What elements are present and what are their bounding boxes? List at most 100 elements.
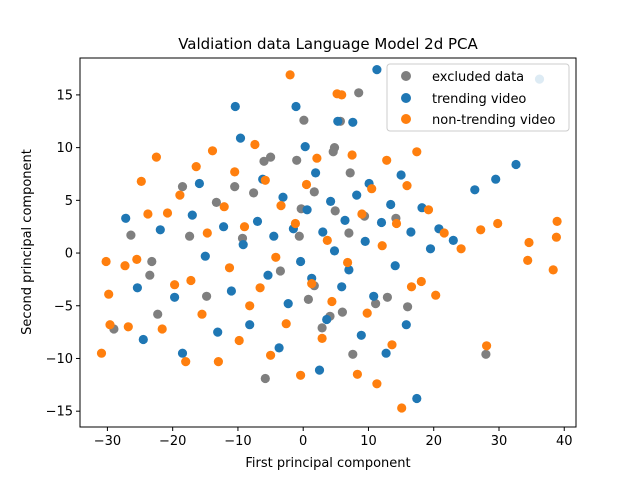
point-excluded-data (344, 228, 354, 238)
point-trending-video (200, 251, 210, 261)
point-excluded-data (202, 291, 212, 301)
point-trending-video (369, 291, 379, 301)
point-trending-video (329, 246, 340, 256)
point-trending-video (352, 190, 362, 200)
point-non-trending-video (281, 319, 291, 329)
point-non-trending-video (175, 190, 185, 200)
point-non-trending-video (271, 252, 281, 262)
point-trending-video (344, 265, 354, 275)
point-non-trending-video (548, 265, 558, 275)
point-non-trending-video (307, 279, 317, 289)
point-trending-video (360, 236, 370, 246)
point-non-trending-video (352, 369, 362, 379)
point-non-trending-video (322, 235, 332, 245)
point-trending-video (401, 320, 411, 330)
point-trending-video (318, 227, 328, 237)
point-trending-video (326, 196, 336, 206)
point-non-trending-video (337, 90, 347, 100)
point-trending-video (177, 348, 188, 358)
point-non-trending-video (312, 153, 322, 163)
point-trending-video (283, 299, 293, 309)
point-non-trending-video (285, 70, 295, 80)
point-non-trending-video (136, 176, 146, 186)
x-tick-label: 0 (299, 434, 307, 449)
y-tick-label: 0 (65, 247, 73, 262)
x-tick-label: 30 (491, 434, 508, 449)
point-non-trending-video (260, 175, 270, 185)
point-trending-video (238, 240, 248, 250)
x-tick-label: −20 (159, 434, 186, 449)
legend-label-excluded-data: excluded data (432, 70, 524, 85)
point-trending-video (291, 101, 301, 112)
point-trending-video (322, 314, 332, 325)
x-axis-ticks: −30 −20 −10 0 10 20 30 40 (94, 427, 573, 449)
point-trending-video (390, 261, 400, 271)
plot-frame (79, 57, 577, 428)
point-excluded-data (294, 231, 304, 241)
point-trending-video (311, 168, 321, 178)
point-non-trending-video (239, 222, 250, 232)
point-non-trending-video (101, 256, 111, 267)
point-non-trending-video (391, 218, 402, 229)
point-excluded-data (126, 230, 136, 240)
point-excluded-data (177, 182, 188, 192)
point-excluded-data (185, 231, 195, 241)
x-axis-label: First principal component (245, 456, 410, 471)
point-non-trending-video (162, 208, 173, 218)
point-excluded-data (382, 292, 392, 302)
legend-marker-excluded-data (401, 71, 411, 81)
point-non-trending-video (412, 147, 422, 157)
point-non-trending-video (191, 162, 201, 172)
point-excluded-data (249, 188, 259, 198)
point-non-trending-video (431, 290, 441, 300)
point-non-trending-video (250, 139, 260, 150)
point-non-trending-video (157, 324, 167, 334)
point-trending-video (138, 334, 148, 345)
point-non-trending-video (343, 257, 353, 268)
point-trending-video (396, 170, 406, 180)
point-non-trending-video (402, 181, 412, 191)
point-non-trending-video (493, 218, 503, 229)
point-non-trending-video (219, 202, 229, 212)
point-non-trending-video (104, 289, 114, 299)
point-trending-video (491, 174, 501, 184)
point-non-trending-video (181, 357, 191, 367)
y-tick-label: −10 (46, 352, 73, 367)
point-non-trending-video (202, 228, 212, 238)
point-excluded-data (345, 168, 355, 178)
point-non-trending-video (362, 308, 372, 318)
point-trending-video (296, 256, 306, 267)
point-non-trending-video (397, 403, 407, 413)
point-excluded-data (303, 294, 313, 304)
point-excluded-data (259, 156, 269, 166)
point-non-trending-video (524, 237, 534, 248)
point-non-trending-video (482, 341, 492, 351)
point-trending-video (348, 117, 358, 127)
point-non-trending-video (151, 152, 161, 162)
point-excluded-data (354, 88, 364, 98)
point-non-trending-video (552, 216, 562, 226)
point-non-trending-video (476, 225, 486, 235)
points-layer (96, 65, 562, 413)
point-excluded-data (211, 197, 221, 207)
point-trending-video (132, 283, 142, 293)
y-tick-label: −5 (54, 299, 73, 314)
point-non-trending-video (301, 179, 312, 190)
point-trending-video (213, 327, 223, 337)
point-non-trending-video (416, 276, 426, 287)
point-trending-video (406, 227, 416, 237)
point-excluded-data (337, 307, 347, 317)
point-non-trending-video (377, 241, 387, 251)
point-non-trending-video (456, 244, 466, 254)
point-excluded-data (329, 143, 340, 153)
point-non-trending-video (170, 280, 180, 290)
y-axis-label: Second principal component (20, 149, 35, 335)
point-trending-video (386, 199, 396, 210)
y-tick-label: −15 (46, 405, 73, 420)
point-excluded-data (317, 323, 327, 333)
point-excluded-data (260, 373, 270, 384)
point-trending-video (314, 365, 325, 375)
x-tick-label: 40 (556, 434, 573, 449)
point-excluded-data (147, 256, 157, 267)
point-trending-video (170, 292, 180, 302)
